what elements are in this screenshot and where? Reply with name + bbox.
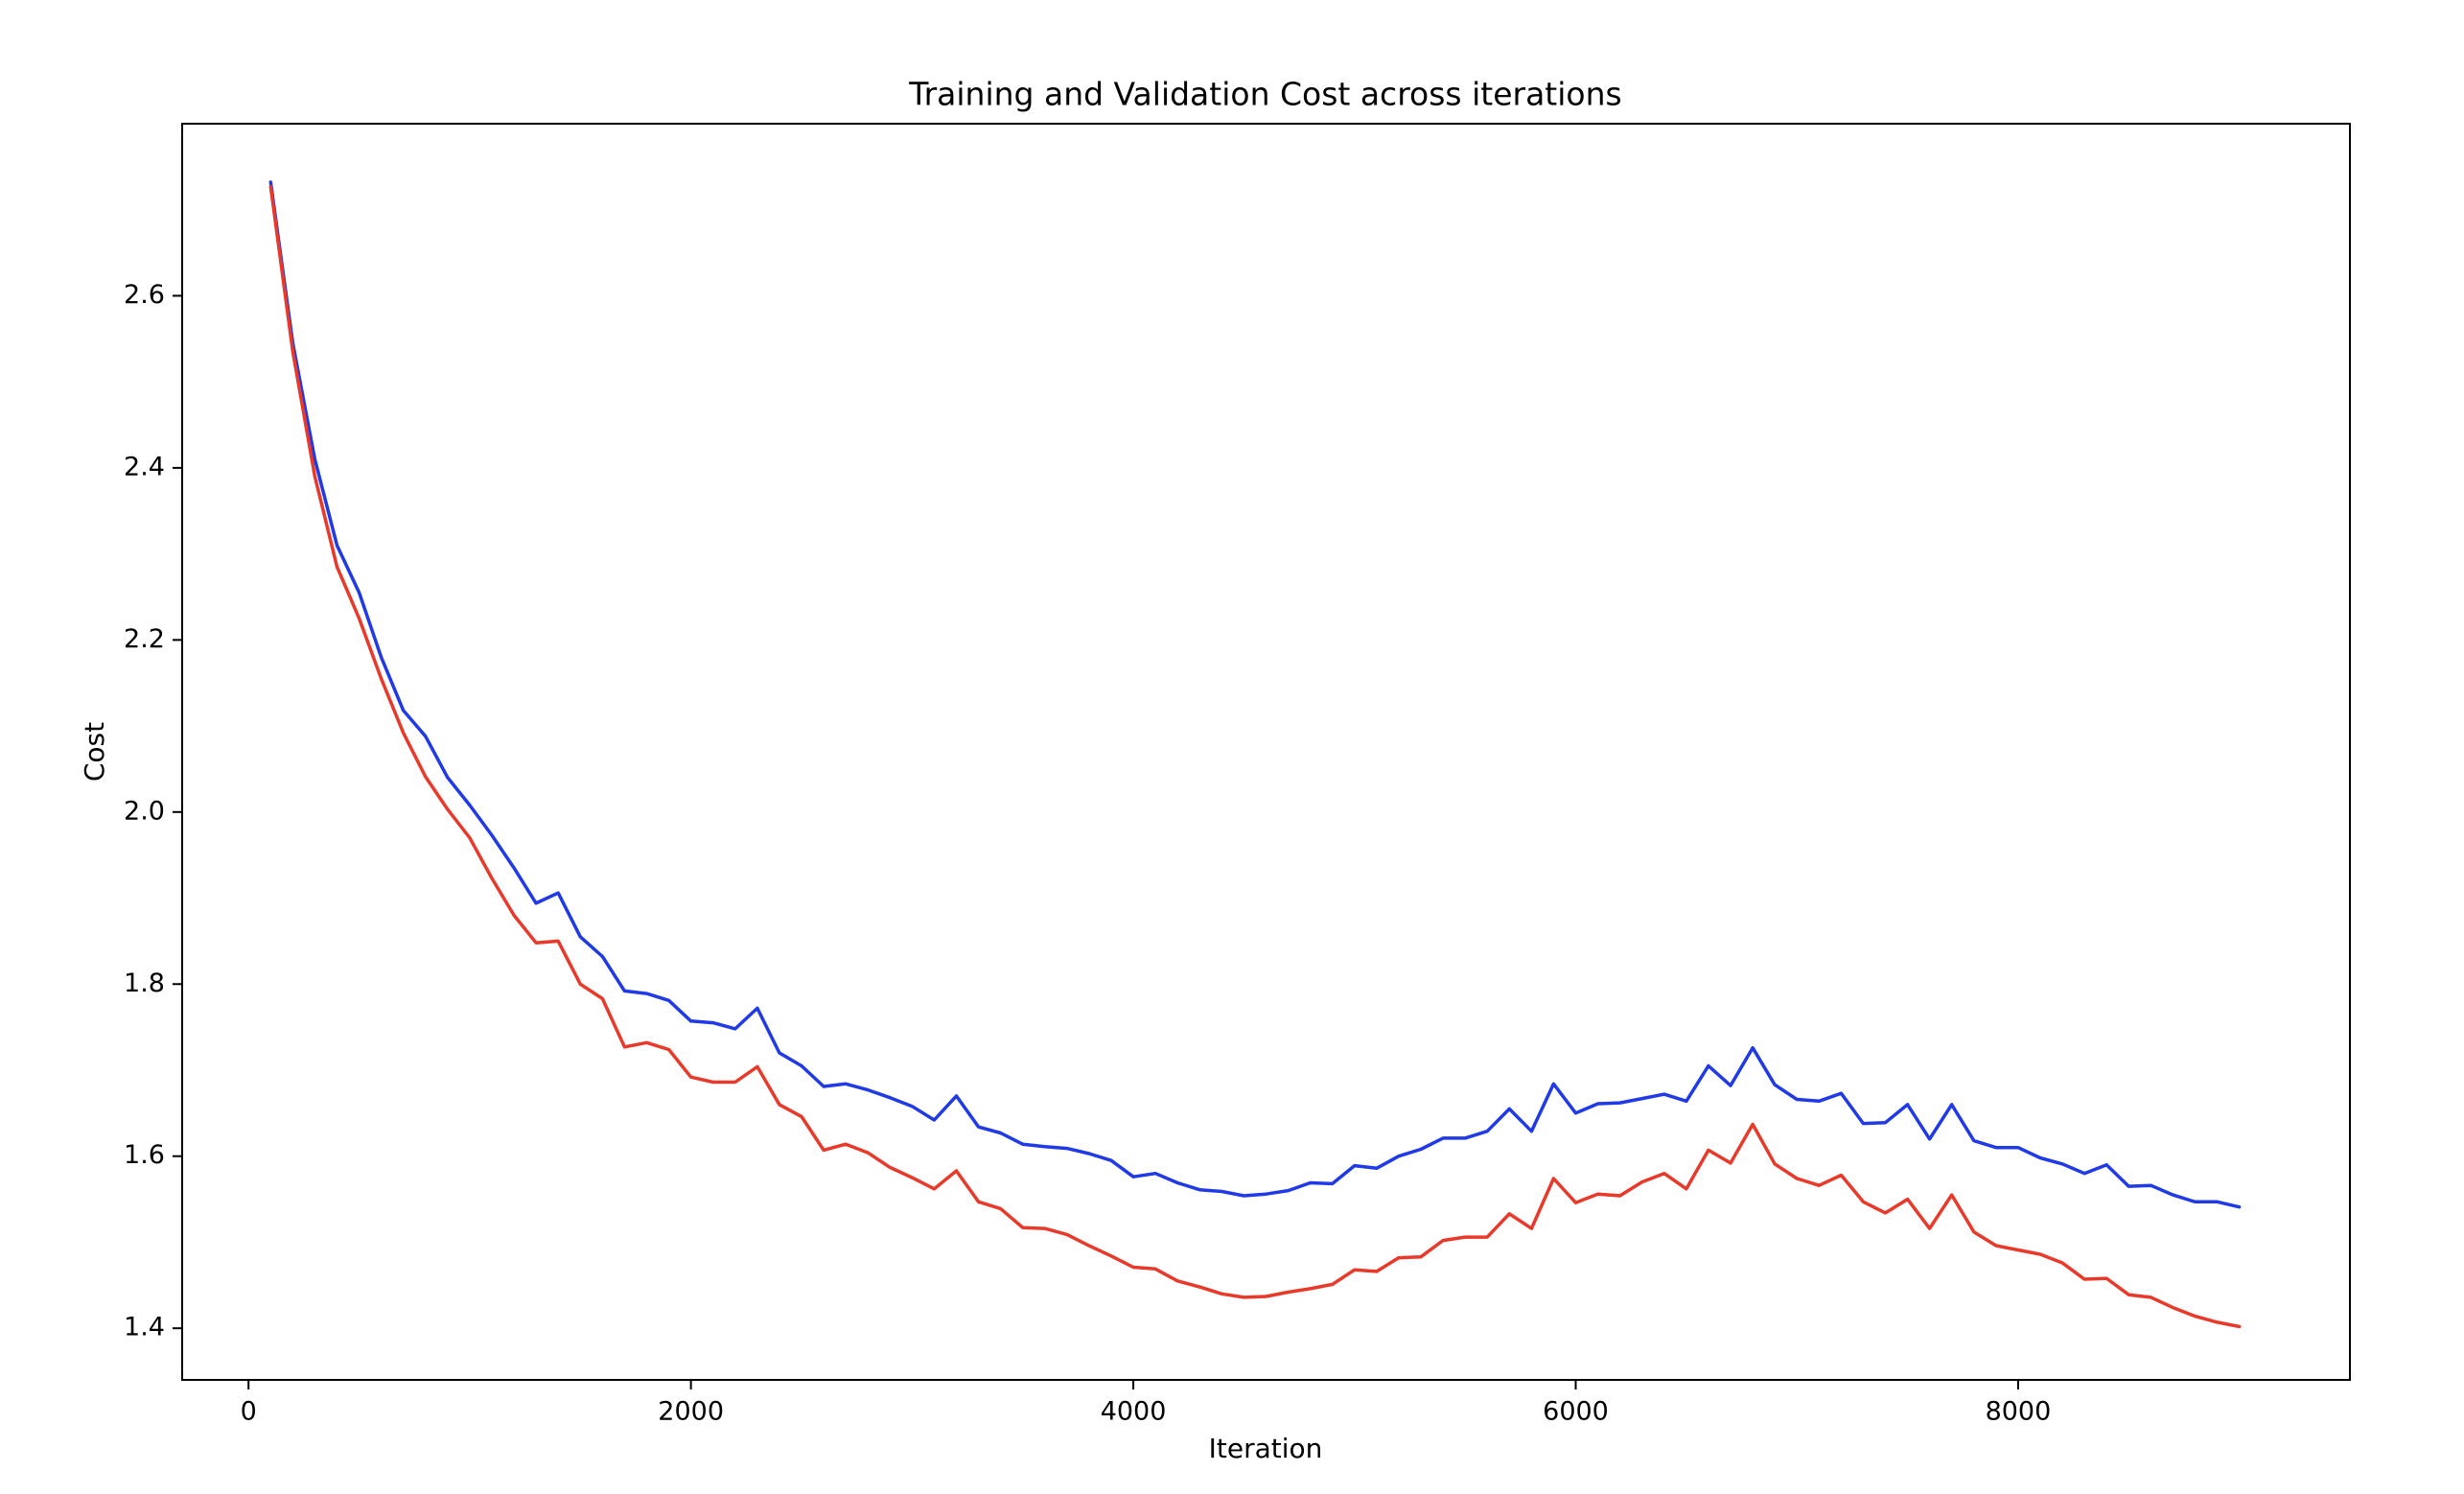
x-tick-label: 2000 [658,1397,724,1427]
chart-title: Training and Validation Cost across iter… [908,76,1621,113]
x-axis-label: Iteration [1209,1433,1323,1464]
y-axis-label: Cost [79,722,110,782]
x-tick-label: 6000 [1543,1397,1609,1427]
x-tick-label: 4000 [1101,1397,1167,1427]
x-tick-label: 8000 [1986,1397,2052,1427]
y-tick-label: 1.4 [124,1313,165,1342]
series-line-1 [268,180,2242,1209]
y-tick-label: 2.6 [124,280,165,310]
y-axis: 1.4 1.6 1.8 2.0 2.2 2.4 2.6 [124,280,182,1342]
x-axis: 0 2000 4000 6000 8000 [241,1380,2052,1427]
x-tick-label: 0 [241,1397,257,1427]
series-line-2 [268,184,2242,1329]
y-tick-label: 1.8 [124,969,165,998]
plot-area [268,180,2242,1329]
y-tick-label: 1.6 [124,1140,165,1170]
y-tick-label: 2.2 [124,624,165,654]
y-tick-label: 2.0 [124,796,165,826]
y-tick-label: 2.4 [124,452,165,481]
plot-frame [181,123,2351,1381]
